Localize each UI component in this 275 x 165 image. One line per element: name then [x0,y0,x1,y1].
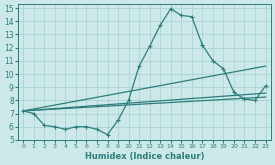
X-axis label: Humidex (Indice chaleur): Humidex (Indice chaleur) [85,152,204,161]
